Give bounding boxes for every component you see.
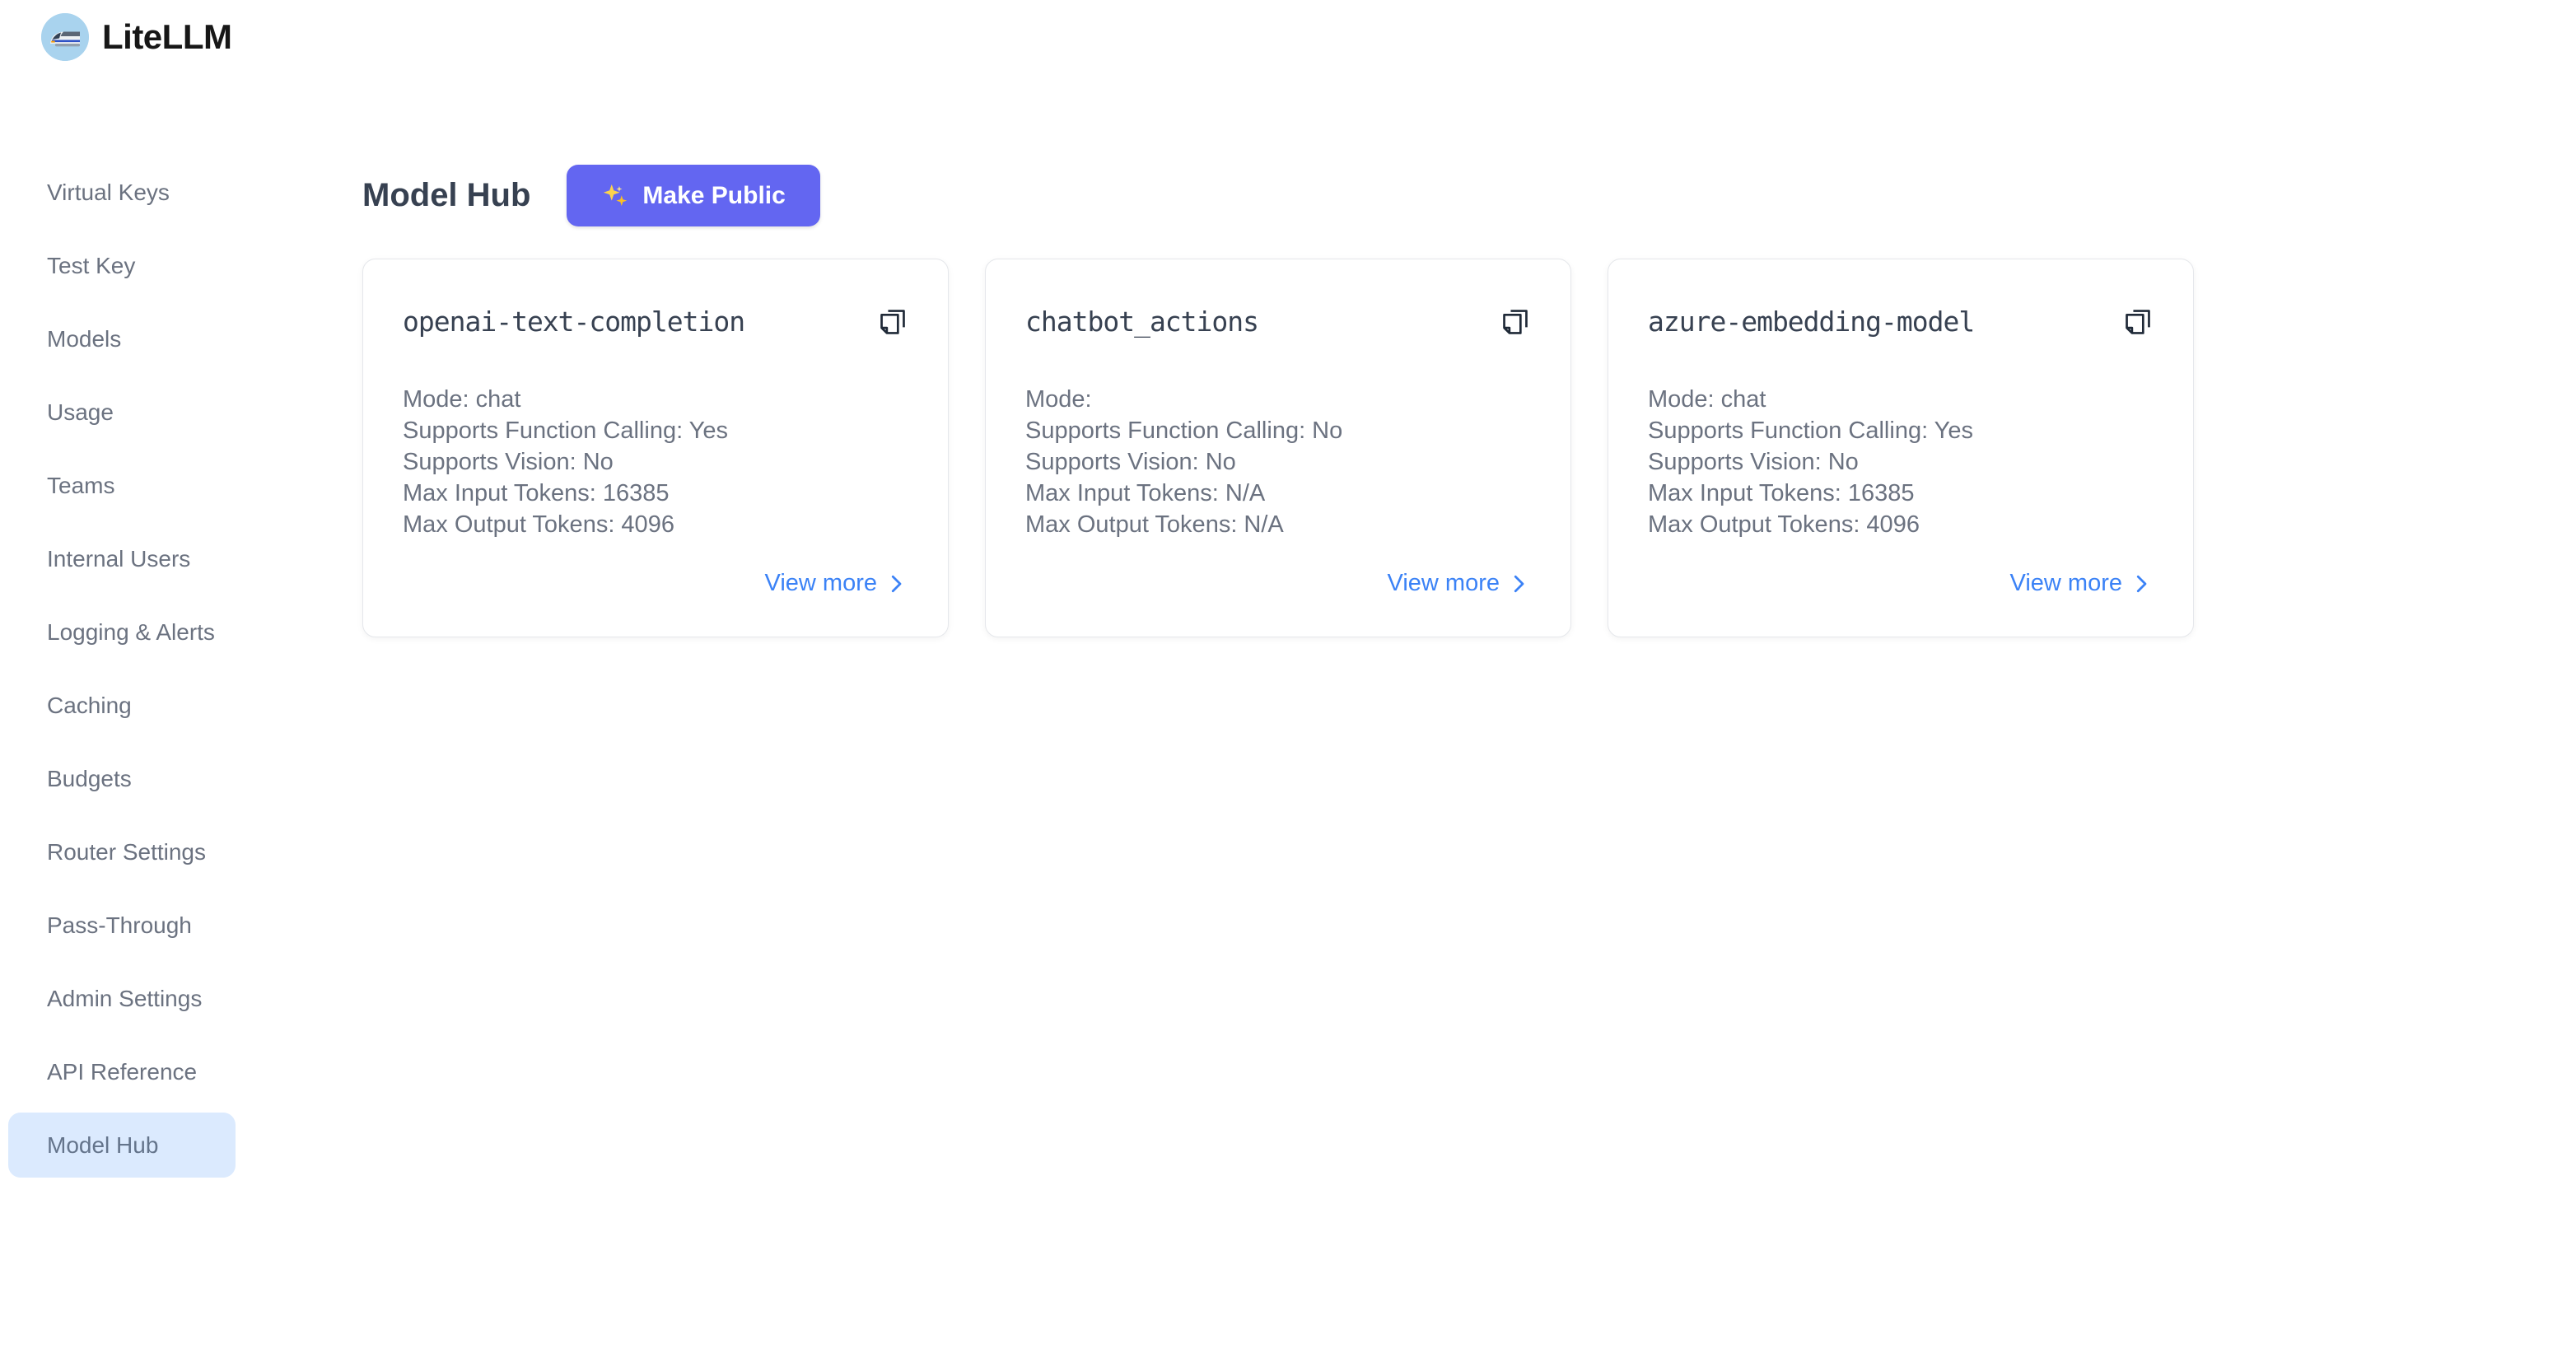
sidebar-item-budgets[interactable]: Budgets (47, 766, 132, 791)
model-info: Mode: Supports Function Calling: No Supp… (1025, 384, 1531, 540)
view-more-link[interactable]: View more (765, 570, 908, 597)
sidebar-item-usage[interactable]: Usage (47, 399, 114, 425)
view-more-link[interactable]: View more (1388, 570, 1531, 597)
model-info-line: Supports Function Calling: No (1025, 418, 1343, 444)
model-card: openai-text-completion Mode: chat Suppor… (362, 259, 949, 637)
card-footer: View more (1648, 570, 2154, 597)
model-info-line: Max Input Tokens: 16385 (1648, 480, 1915, 506)
sidebar-item-api-reference[interactable]: API Reference (47, 1059, 198, 1085)
model-info-line: Supports Vision: No (1648, 449, 1859, 475)
sidebar-item-test-key[interactable]: Test Key (47, 253, 136, 278)
model-info-line: Max Input Tokens: 16385 (403, 480, 670, 506)
card-footer: View more (403, 570, 908, 597)
sidebar: Virtual Keys Test Key Models Usage Teams… (0, 74, 247, 1186)
card-header: openai-text-completion (403, 306, 908, 338)
main-layout: Virtual Keys Test Key Models Usage Teams… (0, 74, 2576, 1186)
sidebar-item-logging-alerts[interactable]: Logging & Alerts (47, 619, 215, 645)
model-name: azure-embedding-model (1648, 306, 1975, 338)
model-info-line: Max Input Tokens: N/A (1025, 480, 1266, 506)
model-info-line: Supports Function Calling: Yes (1648, 418, 1973, 444)
train-icon (41, 13, 89, 61)
sidebar-item-internal-users[interactable]: Internal Users (47, 546, 191, 572)
make-public-label: Make Public (642, 181, 786, 209)
model-name: chatbot_actions (1025, 306, 1259, 338)
sidebar-item-model-hub[interactable]: Model Hub (8, 1113, 236, 1178)
sidebar-item-pass-through[interactable]: Pass-Through (47, 912, 192, 938)
chevron-right-icon (2136, 575, 2147, 592)
copy-icon[interactable] (2122, 306, 2154, 338)
sidebar-item-router-settings[interactable]: Router Settings (47, 839, 206, 865)
card-header: azure-embedding-model (1648, 306, 2154, 338)
card-header: chatbot_actions (1025, 306, 1531, 338)
model-info-line: Supports Function Calling: Yes (403, 418, 728, 444)
view-more-link[interactable]: View more (2010, 570, 2154, 597)
brand-name: LiteLLM (102, 17, 232, 56)
model-info-line: Mode: chat (403, 386, 521, 413)
page-title: Model Hub (362, 177, 531, 213)
chevron-right-icon (891, 575, 902, 592)
model-info-line: Mode: chat (1648, 386, 1766, 413)
model-cards-row: openai-text-completion Mode: chat Suppor… (362, 259, 2576, 637)
view-more-label: View more (764, 570, 877, 596)
topbar: LiteLLM (0, 0, 2576, 74)
app-logo (41, 13, 89, 61)
content-area: Model Hub Make Public openai-text-comple… (247, 74, 2576, 637)
model-info: Mode: chat Supports Function Calling: Ye… (403, 384, 908, 540)
copy-icon[interactable] (877, 306, 908, 338)
view-more-label: View more (1387, 570, 1500, 596)
model-info: Mode: chat Supports Function Calling: Ye… (1648, 384, 2154, 540)
sparkles-icon (601, 182, 629, 210)
page-header: Model Hub Make Public (362, 165, 2576, 226)
model-info-line: Max Output Tokens: 4096 (1648, 511, 1920, 538)
make-public-button[interactable]: Make Public (567, 165, 820, 226)
model-name: openai-text-completion (403, 306, 745, 338)
model-info-line: Supports Vision: No (403, 449, 614, 475)
model-card: azure-embedding-model Mode: chat Support… (1608, 259, 2194, 637)
model-info-line: Mode: (1025, 386, 1092, 413)
card-footer: View more (1025, 570, 1531, 597)
sidebar-item-caching[interactable]: Caching (47, 693, 132, 718)
copy-icon[interactable] (1500, 306, 1531, 338)
sidebar-item-teams[interactable]: Teams (47, 473, 115, 498)
sidebar-item-virtual-keys[interactable]: Virtual Keys (47, 180, 170, 205)
sidebar-item-admin-settings[interactable]: Admin Settings (47, 986, 203, 1011)
model-card: chatbot_actions Mode: Supports Function … (985, 259, 1571, 637)
model-info-line: Supports Vision: No (1025, 449, 1236, 475)
model-info-line: Max Output Tokens: N/A (1025, 511, 1284, 538)
model-info-line: Max Output Tokens: 4096 (403, 511, 674, 538)
view-more-label: View more (2009, 570, 2122, 596)
chevron-right-icon (1514, 575, 1524, 592)
sidebar-item-models[interactable]: Models (47, 326, 122, 352)
